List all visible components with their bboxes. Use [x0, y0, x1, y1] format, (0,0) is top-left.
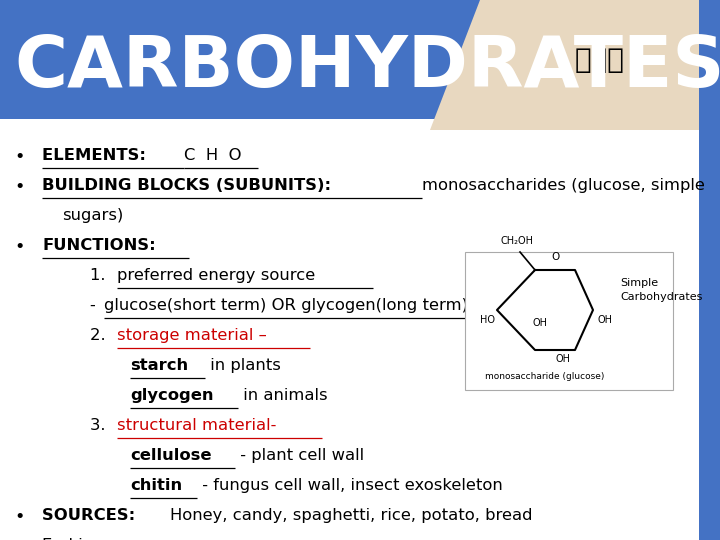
Text: storage material –: storage material –	[117, 328, 266, 343]
Bar	[465, 252, 673, 390]
Text: CARBOHYDRATES: CARBOHYDRATES	[14, 32, 720, 102]
Text: SOURCES:: SOURCES:	[42, 508, 141, 523]
Bar	[0, 0, 720, 119]
Text: BUILDING BLOCKS (SUBUNITS):: BUILDING BLOCKS (SUBUNITS):	[42, 178, 337, 193]
Text: 2.: 2.	[90, 328, 111, 343]
Text: •: •	[14, 538, 24, 540]
Text: Simple
Carbohydrates: Simple Carbohydrates	[620, 279, 703, 302]
Text: 1.: 1.	[90, 268, 111, 283]
Text: sugars): sugars)	[62, 208, 123, 223]
Text: preferred energy source: preferred energy source	[117, 268, 315, 283]
Text: OH: OH	[533, 318, 547, 328]
Text: CH₂OH: CH₂OH	[500, 236, 534, 246]
Text: FUNCTIONS:: FUNCTIONS:	[42, 238, 156, 253]
Text: HO: HO	[480, 315, 495, 325]
Text: glycogen: glycogen	[130, 388, 214, 403]
Text: Honey, candy, spaghetti, rice, potato, bread: Honey, candy, spaghetti, rice, potato, b…	[170, 508, 532, 523]
Text: monosaccharide (glucose): monosaccharide (glucose)	[485, 372, 605, 381]
Text: structural material-: structural material-	[117, 418, 276, 433]
Polygon shape	[430, 0, 699, 130]
Text: O: O	[551, 252, 559, 262]
Bar	[699, 0, 720, 540]
Text: glucose(short term) OR glycogen(long term): glucose(short term) OR glycogen(long ter…	[104, 298, 468, 313]
Text: •: •	[14, 238, 24, 256]
Text: OH: OH	[556, 354, 570, 364]
Text: •: •	[14, 508, 24, 526]
Text: starch: starch	[130, 358, 188, 373]
Text: 🍞🍝🍚: 🍞🍝🍚	[575, 46, 625, 74]
Text: - plant cell wall: - plant cell wall	[235, 448, 364, 463]
Text: •: •	[14, 178, 24, 196]
Text: in plants: in plants	[205, 358, 281, 373]
Text: - fungus cell wall, insect exoskeleton: - fungus cell wall, insect exoskeleton	[197, 478, 503, 493]
Text: C  H  O: C H O	[184, 148, 241, 163]
Text: in animals: in animals	[238, 388, 328, 403]
Text: End in: End in	[42, 538, 99, 540]
Text: monosaccharides (glucose, simple: monosaccharides (glucose, simple	[423, 178, 706, 193]
Text: -: -	[90, 298, 101, 313]
Text: 3.: 3.	[90, 418, 111, 433]
Text: •: •	[14, 148, 24, 166]
Text: ELEMENTS:: ELEMENTS:	[42, 148, 152, 163]
Text: chitin: chitin	[130, 478, 182, 493]
Text: OH: OH	[597, 315, 612, 325]
Text: ose: ose	[114, 538, 143, 540]
Text: cellulose: cellulose	[130, 448, 212, 463]
